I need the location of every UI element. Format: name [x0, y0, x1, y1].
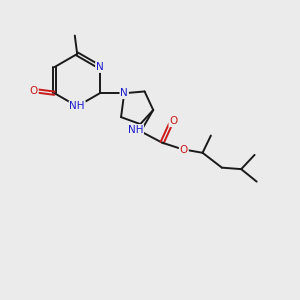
- Text: N: N: [120, 88, 128, 98]
- Text: O: O: [169, 116, 178, 126]
- Text: O: O: [30, 86, 38, 96]
- Text: O: O: [180, 145, 188, 155]
- Text: NH: NH: [128, 125, 143, 135]
- Text: NH: NH: [69, 101, 85, 111]
- Text: N: N: [96, 62, 104, 72]
